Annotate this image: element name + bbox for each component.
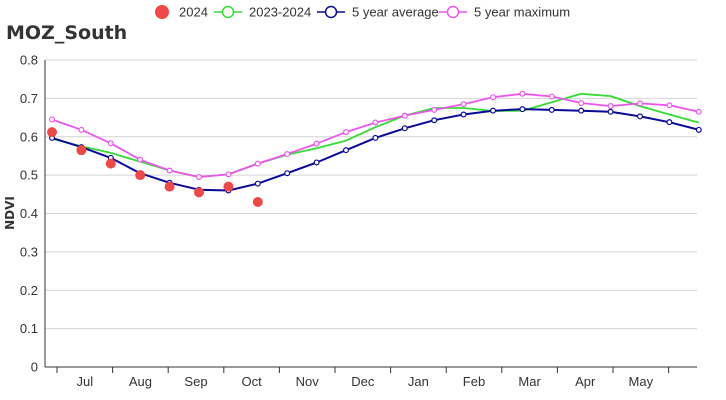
data-point	[578, 107, 585, 114]
data-point	[607, 103, 614, 110]
data-point	[460, 101, 467, 108]
x-tick-label: May	[629, 374, 654, 389]
x-tick-label: Dec	[351, 374, 375, 389]
data-point	[107, 140, 114, 147]
data-point	[254, 180, 261, 187]
y-tick-label: 0.4	[20, 206, 38, 221]
legend-item-2023-2024[interactable]: 2023-2024	[214, 5, 311, 20]
legend-label: 2023-2024	[249, 5, 311, 20]
legend-marker	[446, 5, 460, 19]
grid-lines	[45, 59, 697, 330]
data-point	[313, 159, 320, 166]
data-point	[372, 119, 379, 126]
y-axis: 0 0.1 0.2 0.3 0.4 0.5 0.6 0.7 0.8	[20, 53, 46, 375]
series-2024	[47, 127, 263, 207]
data-point	[252, 196, 263, 207]
y-tick-label: 0.8	[20, 53, 38, 68]
x-tick-label: Oct	[241, 374, 262, 389]
legend-item-5-year-average[interactable]: 5 year average	[317, 5, 439, 20]
y-tick-label: 0.3	[20, 244, 38, 259]
data-point	[313, 140, 320, 147]
series-layer	[47, 90, 702, 207]
data-point	[343, 147, 350, 154]
x-tick-label: Sep	[184, 374, 207, 389]
data-point	[78, 126, 85, 133]
y-tick-label: 0.7	[20, 91, 38, 106]
data-point	[372, 134, 379, 141]
data-point	[343, 129, 350, 136]
data-point	[519, 106, 526, 113]
data-point	[105, 158, 116, 169]
data-point	[666, 119, 673, 126]
x-tick-label: Jul	[76, 374, 93, 389]
data-point	[284, 151, 291, 158]
data-point	[490, 107, 497, 114]
data-point	[636, 100, 643, 107]
data-point	[164, 181, 175, 192]
legend-label: 2024	[179, 5, 208, 20]
x-tick-label: Apr	[575, 374, 596, 389]
data-point	[519, 90, 526, 97]
y-axis-title: NDVI	[3, 196, 17, 230]
data-point	[48, 116, 55, 123]
data-point	[401, 125, 408, 132]
x-tick-label: Aug	[129, 374, 152, 389]
data-point	[460, 111, 467, 118]
data-point	[254, 160, 261, 167]
legend-marker	[221, 5, 235, 19]
data-point	[490, 94, 497, 101]
data-point	[431, 106, 438, 113]
x-tick-label: Feb	[463, 374, 485, 389]
legend-item-2024[interactable]: 2024	[155, 5, 208, 20]
data-point	[137, 156, 144, 163]
x-tick-label: Mar	[518, 374, 541, 389]
data-point	[431, 117, 438, 124]
y-tick-label: 0	[31, 360, 38, 375]
data-point	[194, 187, 204, 198]
x-tick-label: Jan	[408, 374, 429, 389]
data-point	[695, 126, 702, 133]
data-point	[284, 170, 291, 177]
legend-label: 5 year average	[352, 5, 439, 20]
legend-marker	[324, 5, 338, 19]
x-tick-label: Nov	[296, 374, 320, 389]
data-point	[578, 99, 585, 106]
data-point	[695, 108, 702, 115]
data-point	[223, 181, 234, 192]
data-point	[47, 127, 57, 138]
data-point	[401, 112, 408, 119]
data-point	[196, 174, 203, 181]
y-tick-label: 0.6	[20, 129, 38, 144]
legend-marker	[155, 5, 169, 19]
data-point	[76, 145, 87, 156]
data-point	[607, 108, 614, 115]
data-point	[548, 106, 555, 113]
x-axis: Jul Aug Sep Oct Nov Dec Jan Feb Mar Apr May	[45, 366, 697, 389]
data-point	[135, 170, 146, 181]
y-tick-label: 0.5	[20, 168, 38, 183]
data-point	[225, 171, 232, 178]
y-tick-label: 0.2	[20, 283, 38, 298]
series-5-year-average	[48, 106, 702, 194]
data-point	[666, 102, 673, 109]
legend-item-5-year-maximum[interactable]: 5 year maximum	[439, 5, 570, 20]
y-tick-label: 0.1	[20, 321, 38, 336]
data-point	[636, 113, 643, 120]
data-point	[166, 167, 173, 174]
chart-legend: 2024 2023-2024 5 year average 5 year maximu…	[155, 5, 570, 20]
chart-title: MOZ_South	[6, 22, 127, 44]
series-5-year-maximum	[48, 90, 702, 181]
legend-label: 5 year maximum	[474, 5, 570, 20]
data-point	[548, 93, 555, 100]
